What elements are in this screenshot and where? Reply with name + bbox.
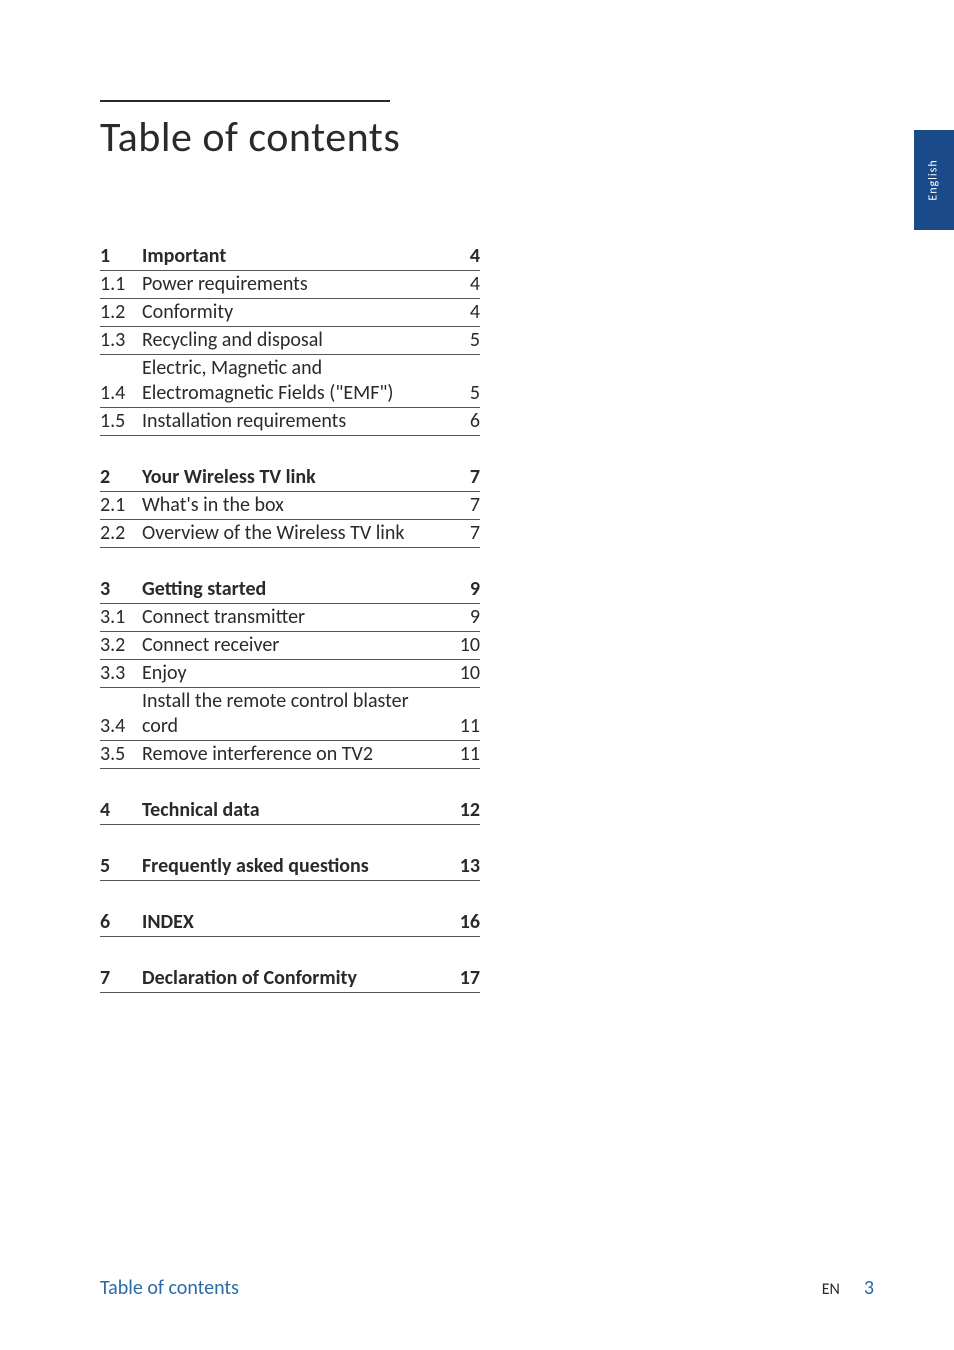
toc-entry-label: Enjoy (142, 661, 456, 686)
toc-entry-number: 3.1 (100, 605, 142, 630)
toc-group: 5Frequently asked questions13 (100, 853, 480, 881)
toc-entry-label: Connect receiver (142, 633, 456, 658)
toc-row: 3.5Remove interference on TV211 (100, 741, 480, 769)
toc-group: 3Getting started93.1Connect transmitter9… (100, 576, 480, 769)
toc-entry-number: 2.1 (100, 493, 142, 518)
toc-entry-page: 10 (456, 633, 480, 658)
toc-row: 1Important4 (100, 243, 480, 271)
toc-row: 7Declaration of Conformity17 (100, 965, 480, 993)
toc-entry-page: 7 (456, 521, 480, 546)
toc-entry-label: Technical data (142, 798, 456, 823)
toc-entry-page: 7 (456, 493, 480, 518)
toc-entry-page: 12 (456, 798, 480, 823)
toc-entry-label: Electric, Magnetic and Electromagnetic F… (142, 356, 456, 406)
toc-entry-label: Recycling and disposal (142, 328, 456, 353)
toc-row: 1.3Recycling and disposal5 (100, 327, 480, 355)
toc-row: 3Getting started9 (100, 576, 480, 604)
toc-group: 1Important41.1Power requirements41.2Conf… (100, 243, 480, 436)
toc-entry-number: 3.2 (100, 633, 142, 658)
toc-row: 2Your Wireless TV link7 (100, 464, 480, 492)
toc-entry-label: Your Wireless TV link (142, 465, 456, 490)
toc-entry-number: 4 (100, 798, 142, 823)
toc-entry-number: 1.5 (100, 409, 142, 434)
toc-entry-page: 7 (456, 465, 480, 490)
toc-entry-label: Remove interference on TV2 (142, 742, 456, 767)
toc-entry-page: 9 (456, 577, 480, 602)
toc-row: 3.2Connect receiver10 (100, 632, 480, 660)
page-title: Table of contents (100, 112, 874, 163)
toc-row: 4Technical data12 (100, 797, 480, 825)
toc-entry-page: 16 (456, 910, 480, 935)
toc-entry-number: 1.1 (100, 272, 142, 297)
toc-entry-label: Power requirements (142, 272, 456, 297)
toc-row: 3.1Connect transmitter9 (100, 604, 480, 632)
toc-entry-label: Declaration of Conformity (142, 966, 456, 991)
toc-entry-page: 13 (456, 854, 480, 879)
toc-entry-number: 2.2 (100, 521, 142, 546)
toc-row: 1.4Electric, Magnetic and Electromagneti… (100, 355, 480, 408)
toc-group: 6INDEX16 (100, 909, 480, 937)
toc-group: 2Your Wireless TV link72.1What's in the … (100, 464, 480, 548)
footer-section-title: Table of contents (100, 1276, 239, 1300)
toc-entry-number: 5 (100, 854, 142, 879)
toc-entry-number: 3.4 (100, 714, 142, 739)
table-of-contents: 1Important41.1Power requirements41.2Conf… (100, 243, 480, 993)
toc-entry-label: What's in the box (142, 493, 456, 518)
toc-entry-page: 5 (456, 381, 480, 406)
toc-row: 5Frequently asked questions13 (100, 853, 480, 881)
toc-entry-page: 10 (456, 661, 480, 686)
toc-entry-page: 4 (456, 244, 480, 269)
toc-entry-page: 5 (456, 328, 480, 353)
toc-entry-page: 11 (456, 742, 480, 767)
toc-entry-label: INDEX (142, 910, 456, 935)
footer-page-number: 3 (864, 1276, 874, 1300)
toc-entry-label: Overview of the Wireless TV link (142, 521, 456, 546)
language-tab-label: English (927, 159, 941, 200)
toc-entry-number: 7 (100, 966, 142, 991)
footer-right: EN 3 (822, 1276, 874, 1300)
language-tab: English (914, 130, 954, 230)
toc-entry-label: Install the remote control blaster cord (142, 689, 456, 739)
title-rule (100, 100, 390, 102)
toc-group: 4Technical data12 (100, 797, 480, 825)
toc-entry-number: 1.2 (100, 300, 142, 325)
toc-entry-number: 6 (100, 910, 142, 935)
toc-entry-number: 3 (100, 577, 142, 602)
toc-entry-label: Frequently asked questions (142, 854, 456, 879)
toc-entry-page: 4 (456, 300, 480, 325)
footer-language-code: EN (822, 1280, 840, 1299)
toc-row: 2.2Overview of the Wireless TV link7 (100, 520, 480, 548)
toc-row: 1.2Conformity4 (100, 299, 480, 327)
toc-entry-number: 2 (100, 465, 142, 490)
toc-entry-number: 1.3 (100, 328, 142, 353)
toc-entry-page: 17 (456, 966, 480, 991)
toc-row: 3.3Enjoy10 (100, 660, 480, 688)
toc-entry-page: 9 (456, 605, 480, 630)
toc-entry-number: 1.4 (100, 381, 142, 406)
toc-entry-page: 6 (456, 409, 480, 434)
toc-entry-label: Conformity (142, 300, 456, 325)
toc-entry-label: Installation requirements (142, 409, 456, 434)
page: Table of contents 1Important41.1Power re… (0, 0, 954, 1350)
toc-entry-label: Connect transmitter (142, 605, 456, 630)
toc-entry-page: 11 (456, 714, 480, 739)
toc-row: 3.4Install the remote control blaster co… (100, 688, 480, 741)
toc-entry-number: 3.5 (100, 742, 142, 767)
toc-group: 7Declaration of Conformity17 (100, 965, 480, 993)
toc-row: 2.1What's in the box7 (100, 492, 480, 520)
toc-entry-label: Getting started (142, 577, 456, 602)
toc-entry-label: Important (142, 244, 456, 269)
toc-entry-number: 3.3 (100, 661, 142, 686)
page-footer: Table of contents EN 3 (100, 1276, 874, 1300)
toc-row: 6INDEX16 (100, 909, 480, 937)
toc-row: 1.1Power requirements4 (100, 271, 480, 299)
toc-entry-page: 4 (456, 272, 480, 297)
toc-row: 1.5Installation requirements6 (100, 408, 480, 436)
toc-entry-number: 1 (100, 244, 142, 269)
